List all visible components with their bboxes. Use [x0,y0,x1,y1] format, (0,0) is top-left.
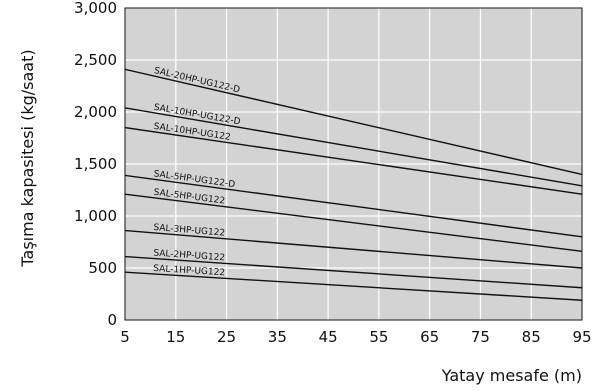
x-tick-label: 15 [166,328,185,346]
series-label: SAL-2HP-UG122 [153,248,225,263]
x-tick-label: 45 [319,328,338,346]
y-tick-label: 2,000 [74,103,117,121]
series-line [124,271,583,301]
x-tick-label: 55 [369,328,388,346]
x-tick-label: 35 [268,328,287,346]
x-tick-label: 65 [420,328,439,346]
y-tick-label: 1,500 [74,155,117,173]
y-tick-label: 2,500 [74,51,117,69]
y-axis-title: Taşıma kapasitesi (kg/saat) [18,49,37,267]
x-tick-label: 85 [522,328,541,346]
series-line [124,229,583,269]
x-tick-label: 95 [572,328,591,346]
plot-border [124,7,583,321]
series-line [124,174,583,238]
y-tick-label: 3,000 [74,0,117,17]
series-line [124,255,583,289]
series-line [124,193,583,253]
series-line [124,107,583,187]
series-line [124,68,583,176]
series-lines [124,68,583,301]
x-tick-label: 75 [471,328,490,346]
x-tick-label: 5 [120,328,130,346]
x-tick-labels: 5 15 25 35 45 55 65 75 85 95 [120,328,591,346]
series-line [124,126,583,195]
y-tick-labels: 0 500 1,000 1,500 2,000 2,500 3,000 [74,0,117,329]
y-tick-label: 500 [88,259,117,277]
y-tick-label: 0 [107,311,117,329]
x-tick-label: 25 [217,328,236,346]
series-label: SAL-1HP-UG122 [153,264,225,278]
y-tick-label: 1,000 [74,207,117,225]
x-axis-title: Yatay mesafe (m) [441,366,582,385]
